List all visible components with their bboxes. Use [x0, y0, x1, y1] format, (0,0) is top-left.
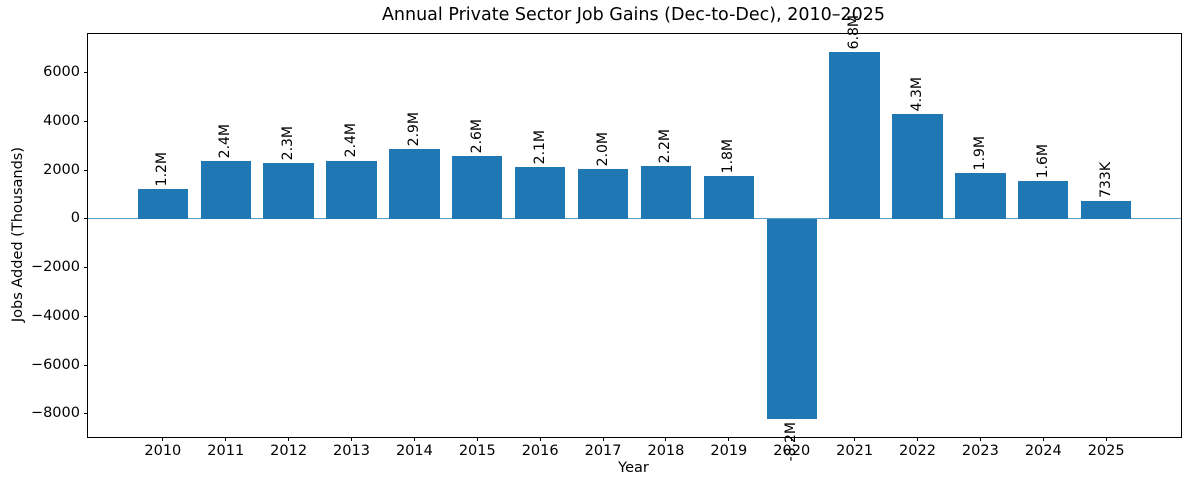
y-tick--8000 — [84, 413, 88, 415]
x-tick-label-2020: 2020 — [773, 443, 811, 459]
bar-value-label-2020: -8.2M — [783, 421, 800, 462]
x-tick-label-2014: 2014 — [395, 443, 433, 459]
x-axis-label: Year — [618, 460, 649, 476]
y-tick-label--6000: −6000 — [30, 356, 80, 373]
x-tick-2012 — [288, 437, 290, 441]
x-tick-2016 — [539, 437, 541, 441]
x-tick-2025 — [1105, 437, 1107, 441]
bar-2017 — [577, 169, 629, 219]
bar-2020 — [766, 218, 817, 419]
x-tick-label-2015: 2015 — [458, 443, 496, 459]
bar-value-label-2014: 2.9M — [405, 111, 422, 146]
bar-value-label-2018: 2.2M — [657, 128, 674, 163]
bar-value-label-2023: 1.9M — [971, 135, 988, 171]
y-tick-label--8000: −8000 — [30, 405, 80, 422]
bar-value-label-2013: 2.4M — [343, 123, 359, 158]
x-tick-label-2019: 2019 — [710, 443, 748, 459]
y-tick-0 — [84, 218, 88, 220]
x-tick-2020 — [791, 437, 793, 441]
bar-2023 — [955, 173, 1006, 219]
x-tick-2018 — [665, 437, 667, 441]
x-tick-label-2012: 2012 — [270, 443, 308, 459]
bar-value-label-2017: 2.0M — [594, 131, 611, 167]
x-tick-2011 — [225, 437, 227, 441]
x-tick-label-2021: 2021 — [836, 443, 874, 459]
bar-2016 — [515, 167, 566, 219]
x-tick-2019 — [728, 437, 730, 441]
bar-value-label-2022: 4.3M — [908, 77, 925, 112]
bar-value-label-2019: 1.8M — [720, 138, 737, 173]
x-tick-label-2016: 2016 — [521, 443, 559, 459]
plot-area: 6000 4000 2000 0 −2000 −4000 −6000 −8000 2010 1.2… — [31, 15, 1182, 461]
bar-2022 — [892, 114, 943, 219]
y-tick--2000 — [84, 267, 88, 269]
bar-2010 — [137, 189, 188, 219]
x-tick-label-2023: 2023 — [961, 443, 999, 459]
y-tick-label-6000: 6000 — [43, 64, 80, 81]
x-tick-2023 — [979, 437, 981, 441]
y-tick-label-4000: 4000 — [43, 112, 80, 129]
y-tick-label-2000: 2000 — [43, 161, 80, 178]
x-tick-2017 — [602, 437, 604, 441]
x-tick-2021 — [854, 437, 856, 441]
x-tick-2015 — [476, 437, 478, 441]
bar-2021 — [829, 52, 880, 219]
x-tick-2022 — [916, 437, 918, 441]
bar-value-label-2025: 733K — [1097, 162, 1114, 198]
x-tick-label-2024: 2024 — [1024, 443, 1062, 459]
bar-value-label-2015: 2.6M — [468, 118, 485, 154]
bar-2024 — [1018, 181, 1069, 219]
x-tick-2010 — [162, 437, 164, 441]
y-tick-2000 — [84, 169, 88, 171]
x-tick-label-2017: 2017 — [584, 443, 622, 459]
bar-2011 — [200, 161, 251, 219]
y-tick-label--4000: −4000 — [30, 307, 80, 324]
x-tick-label-2010: 2010 — [144, 443, 182, 459]
bar-value-label-2012: 2.3M — [280, 125, 297, 161]
y-tick-6000 — [84, 72, 88, 74]
x-tick-label-2022: 2022 — [899, 443, 936, 459]
zero-baseline — [88, 218, 1181, 220]
y-tick-label--2000: −2000 — [30, 259, 80, 276]
y-tick--4000 — [84, 315, 88, 317]
y-tick-label-0: 0 — [70, 210, 80, 227]
bar-value-label-2021: 6.8M — [846, 14, 863, 50]
x-tick-label-2013: 2013 — [333, 443, 370, 459]
bar-value-label-2010: 1.2M — [154, 151, 171, 187]
bar-value-label-2011: 2.4M — [217, 123, 234, 159]
bar-value-label-2016: 2.1M — [531, 130, 548, 165]
x-tick-2013 — [351, 437, 352, 441]
bar-2013 — [326, 160, 377, 219]
y-tick--6000 — [84, 364, 88, 366]
bar-2025 — [1081, 200, 1132, 219]
x-tick-label-2011: 2011 — [207, 443, 245, 459]
x-tick-label-2025: 2025 — [1087, 443, 1125, 459]
chart-title: Annual Private Sector Job Gains (Dec-to-… — [381, 5, 886, 25]
bar-2015 — [452, 156, 503, 219]
bar-2018 — [640, 165, 692, 219]
bar-value-label-2024: 1.6M — [1034, 143, 1051, 179]
y-axis-label-wrap: Jobs Added (Thousands) — [7, 33, 29, 436]
x-tick-label-2018: 2018 — [647, 443, 685, 459]
x-tick-2024 — [1042, 437, 1044, 441]
x-tick-2014 — [413, 437, 415, 441]
bar-2019 — [703, 175, 754, 219]
bar-2014 — [389, 148, 440, 219]
y-tick-4000 — [84, 120, 88, 122]
bar-2012 — [263, 163, 314, 219]
